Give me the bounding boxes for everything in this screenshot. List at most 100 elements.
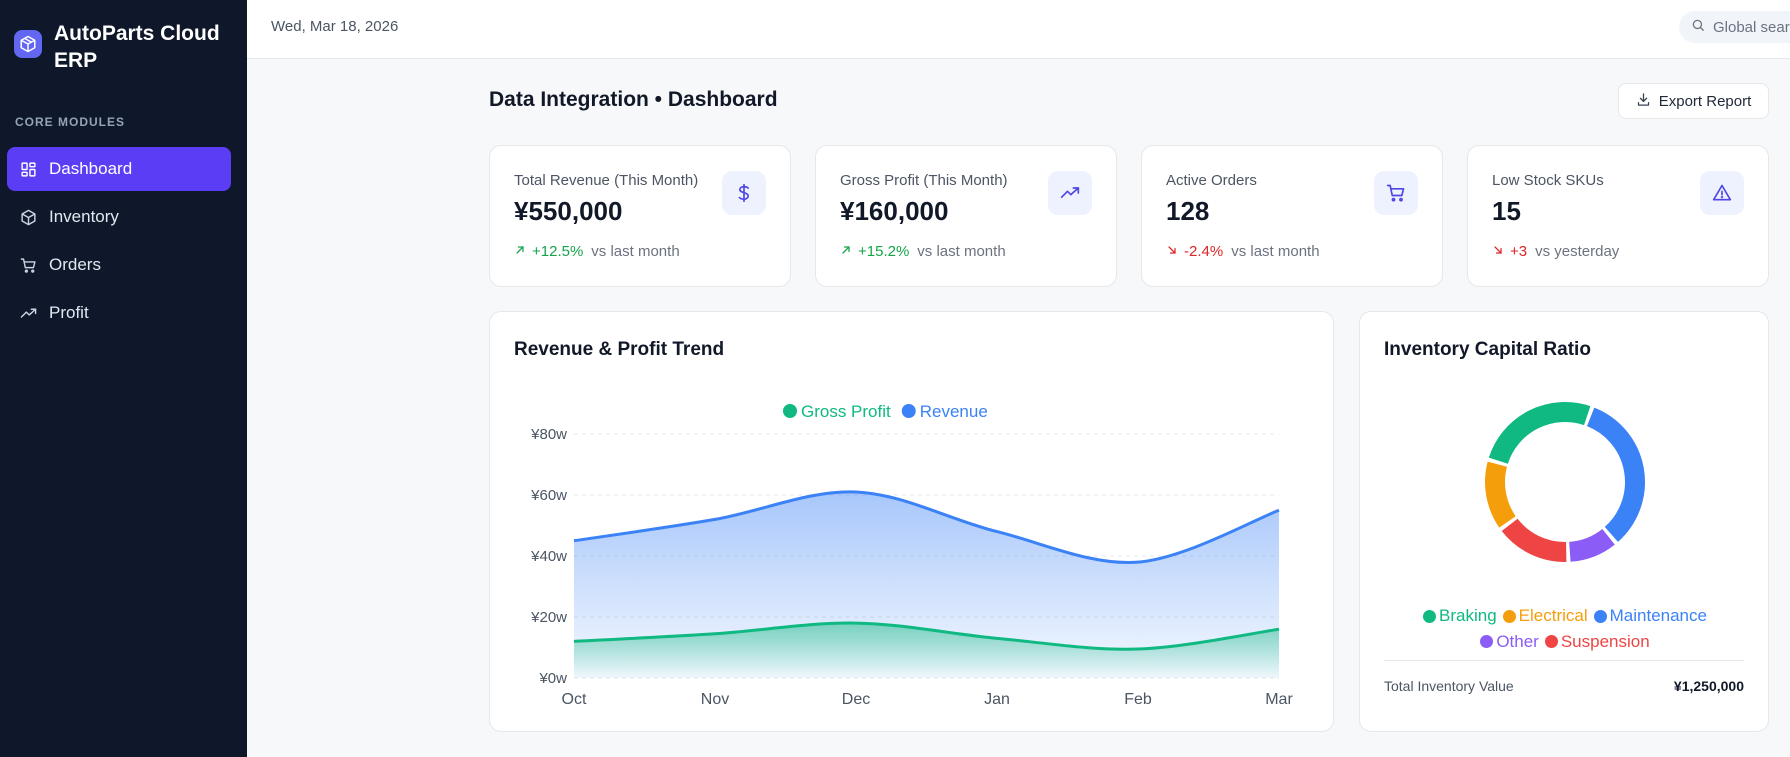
total-value: ¥1,250,000 bbox=[1673, 678, 1744, 694]
donut-legend: Braking Electrical Maintenance Other Suspens… bbox=[1360, 604, 1770, 655]
stat-value: ¥160,000 bbox=[840, 196, 949, 226]
stat-change: -2.4% bbox=[1184, 243, 1224, 260]
y-tick-label: ¥80w bbox=[530, 426, 567, 443]
arrow-down-right-icon bbox=[1492, 243, 1504, 260]
legend-item[interactable]: Revenue bbox=[901, 402, 988, 421]
export-report-button[interactable]: Export Report bbox=[1618, 83, 1769, 119]
legend-label: Revenue bbox=[920, 402, 988, 421]
sidebar-item-label: Inventory bbox=[49, 207, 119, 226]
x-tick-label: Feb bbox=[1124, 691, 1152, 708]
grid-icon bbox=[19, 160, 37, 178]
stat-trend: +12.5% vs last month bbox=[514, 243, 680, 260]
brand[interactable]: AutoParts Cloud ERP bbox=[14, 20, 229, 74]
y-tick-label: ¥60w bbox=[530, 487, 567, 504]
donut-slice-other[interactable] bbox=[1568, 528, 1615, 562]
legend-item[interactable]: Gross Profit bbox=[783, 402, 891, 421]
legend-label: Braking bbox=[1439, 606, 1497, 625]
legend-item-electrical[interactable]: Electrical bbox=[1502, 604, 1588, 628]
topbar: Wed, Mar 18, 2026 bbox=[247, 0, 1790, 59]
sidebar-item-dashboard[interactable]: Dashboard bbox=[7, 147, 231, 191]
total-label: Total Inventory Value bbox=[1384, 678, 1514, 694]
inventory-ratio-card: Inventory Capital Ratio Braking Electrica… bbox=[1359, 311, 1769, 732]
stat-label: Active Orders bbox=[1166, 172, 1257, 189]
arrow-up-right-icon bbox=[514, 243, 526, 260]
y-tick-label: ¥0w bbox=[538, 670, 567, 687]
legend-label: Other bbox=[1496, 631, 1539, 651]
legend-label: Maintenance bbox=[1609, 606, 1707, 625]
x-tick-label: Oct bbox=[562, 691, 587, 708]
series-line-gross-profit bbox=[573, 621, 1280, 651]
donut-slice-maintenance[interactable] bbox=[1586, 407, 1645, 542]
sidebar-item-inventory[interactable]: Inventory bbox=[7, 195, 231, 239]
legend-label: Electrical bbox=[1518, 606, 1588, 625]
stat-note: vs last month bbox=[1231, 243, 1320, 260]
trending-up-icon bbox=[1048, 171, 1092, 215]
cart-icon bbox=[1374, 171, 1418, 215]
box-icon bbox=[19, 208, 37, 226]
global-search[interactable] bbox=[1679, 11, 1790, 43]
legend-item-braking[interactable]: Braking bbox=[1423, 604, 1497, 628]
download-icon bbox=[1636, 92, 1651, 111]
stat-value: 128 bbox=[1166, 196, 1210, 226]
stat-label: Low Stock SKUs bbox=[1492, 172, 1604, 189]
stat-value: 15 bbox=[1492, 196, 1521, 226]
brand-name: AutoParts Cloud ERP bbox=[54, 22, 220, 72]
current-date: Wed, Mar 18, 2026 bbox=[271, 18, 399, 35]
stat-trend: +3 vs yesterday bbox=[1492, 243, 1619, 260]
legend-swatch bbox=[1544, 635, 1558, 648]
stat-card-gross-profit: Gross Profit (This Month) ¥160,000 +15.2… bbox=[815, 145, 1117, 287]
donut-slice-braking[interactable] bbox=[1488, 402, 1591, 465]
x-tick-label: Nov bbox=[701, 691, 729, 708]
section-label: CORE MODULES bbox=[15, 115, 126, 129]
legend-label: Suspension bbox=[1560, 631, 1650, 651]
total-inventory-row: Total Inventory Value ¥1,250,000 bbox=[1384, 660, 1744, 694]
dollar-icon bbox=[722, 171, 766, 215]
stat-card-active-orders: Active Orders 128 -2.4% vs last month bbox=[1141, 145, 1443, 287]
legend-swatch bbox=[1423, 609, 1437, 623]
stat-trend: -2.4% vs last month bbox=[1166, 243, 1320, 260]
stat-note: vs last month bbox=[917, 243, 1006, 260]
sidebar-item-orders[interactable]: Orders bbox=[7, 243, 231, 287]
stat-value: ¥550,000 bbox=[514, 196, 623, 226]
legend-swatch bbox=[1480, 635, 1494, 648]
series-line-revenue bbox=[573, 490, 1280, 564]
x-tick-label: Dec bbox=[842, 691, 870, 708]
search-input[interactable] bbox=[1713, 18, 1790, 36]
page-title: Data Integration • Dashboard bbox=[489, 88, 778, 111]
sidebar-item-label: Profit bbox=[49, 303, 89, 322]
search-icon bbox=[1691, 18, 1705, 37]
alert-triangle-icon bbox=[1700, 171, 1744, 215]
revenue-profit-chart: ¥0w ¥20w ¥40w ¥60w ¥80w Oct Nov Dec Jan Feb Mar Gr… bbox=[530, 402, 1293, 708]
legend-label: Gross Profit bbox=[801, 402, 891, 421]
sidebar-item-label: Orders bbox=[49, 255, 101, 274]
legend-swatch bbox=[783, 404, 797, 418]
stat-trend: +15.2% vs last month bbox=[840, 243, 1006, 260]
trending-up-icon bbox=[19, 304, 37, 322]
arrow-up-right-icon bbox=[840, 243, 852, 260]
export-report-label: Export Report bbox=[1658, 92, 1752, 110]
y-tick-label: ¥20w bbox=[530, 609, 567, 626]
sidebar: AutoParts Cloud ERP CORE MODULES Dashboa… bbox=[0, 0, 247, 757]
donut-title: Inventory Capital Ratio bbox=[1384, 339, 1591, 360]
legend-item-other[interactable]: Other bbox=[1480, 630, 1539, 654]
revenue-profit-card: Revenue & Profit Trend ¥0w ¥20w ¥40w ¥60w ¥8… bbox=[489, 311, 1334, 732]
donut-slice-suspension[interactable] bbox=[1501, 518, 1567, 562]
inventory-donut-chart bbox=[1485, 402, 1645, 562]
donut-slice-electrical[interactable] bbox=[1485, 461, 1516, 528]
arrow-down-right-icon bbox=[1166, 243, 1178, 260]
package-logo-icon bbox=[14, 30, 42, 58]
stat-change: +15.2% bbox=[858, 243, 910, 260]
legend-swatch bbox=[1593, 609, 1607, 623]
sidebar-item-label: Dashboard bbox=[49, 159, 133, 178]
stat-change: +3 bbox=[1510, 243, 1528, 260]
legend-item-suspension[interactable]: Suspension bbox=[1544, 630, 1650, 654]
x-tick-label: Jan bbox=[984, 691, 1010, 708]
sidebar-item-profit[interactable]: Profit bbox=[7, 291, 231, 335]
stat-card-low-stock: Low Stock SKUs 15 +3 vs yesterday bbox=[1467, 145, 1769, 287]
x-tick-label: Mar bbox=[1265, 691, 1293, 708]
legend-item-maintenance[interactable]: Maintenance bbox=[1593, 604, 1707, 628]
legend-swatch bbox=[1502, 609, 1516, 623]
stat-change: +12.5% bbox=[532, 243, 584, 260]
series-area-gross-profit bbox=[574, 623, 1279, 678]
stat-note: vs yesterday bbox=[1535, 243, 1620, 260]
